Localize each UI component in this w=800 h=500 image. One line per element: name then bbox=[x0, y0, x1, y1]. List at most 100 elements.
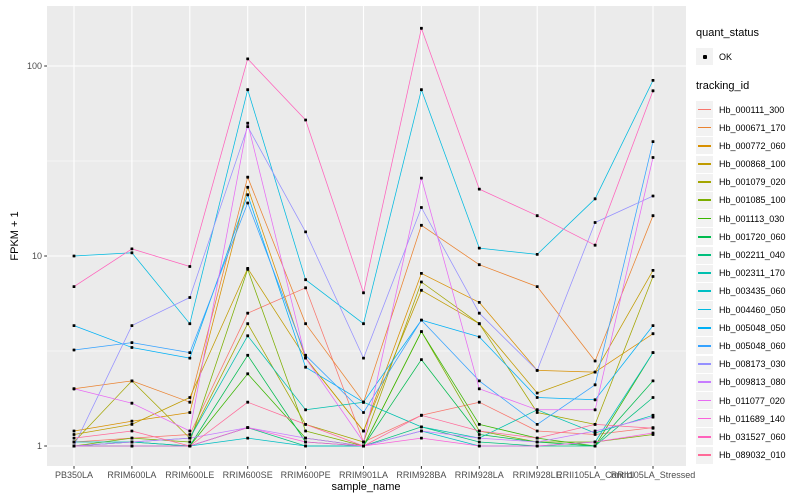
legend-item-tracking-id: Hb_004460_050 bbox=[696, 301, 786, 319]
legend-item-label: Hb_005048_060 bbox=[719, 340, 786, 351]
x-tick-label: RRII105LA_Control bbox=[556, 470, 635, 480]
x-tick-label: RRIM928LE bbox=[512, 470, 562, 480]
legend-item-label: Hb_001085_100 bbox=[719, 195, 786, 206]
y-tick-label: 1 bbox=[36, 440, 42, 451]
x-tick-label: PB350LA bbox=[54, 470, 94, 480]
point-marker-icon bbox=[702, 54, 707, 59]
legend-key-box bbox=[696, 410, 713, 428]
line-swatch-icon bbox=[698, 326, 711, 329]
line-swatch-icon bbox=[698, 108, 711, 111]
x-axis-title: sample_name bbox=[331, 481, 401, 493]
legend-item-tracking-id: Hb_005048_060 bbox=[696, 337, 786, 355]
line-swatch-icon bbox=[698, 417, 711, 420]
line-swatch-icon bbox=[698, 144, 711, 147]
legend-item-label: Hb_001113_030 bbox=[719, 213, 785, 224]
line-swatch-icon bbox=[698, 181, 711, 184]
legend-item-label: Hb_000772_060 bbox=[719, 140, 786, 151]
legend-item-tracking-id: Hb_008173_030 bbox=[696, 355, 786, 373]
legend-item-label: Hb_001720_060 bbox=[719, 231, 786, 242]
line-swatch-icon bbox=[698, 399, 711, 402]
legend-key-box bbox=[696, 282, 713, 300]
legend-item-tracking-id: Hb_003435_060 bbox=[696, 282, 786, 300]
y-tick-label: 100 bbox=[26, 60, 42, 71]
legend-key-box bbox=[696, 446, 713, 464]
x-tick-label: RRIM928BA bbox=[396, 470, 447, 480]
legend-item-label: Hb_031527_060 bbox=[719, 431, 786, 442]
legend-item-quant-status: OK bbox=[696, 48, 786, 65]
legend-tracking-id-items: Hb_000111_300 Hb_000671_170 Hb_000772_060 H… bbox=[696, 101, 786, 464]
line-swatch-icon bbox=[698, 308, 711, 311]
legend-key-box bbox=[696, 337, 713, 355]
legend-item-tracking-id: Hb_001113_030 bbox=[696, 210, 786, 228]
x-tick-label: RRIM600PE bbox=[280, 470, 331, 480]
line-swatch-icon bbox=[698, 435, 711, 438]
legend-item-label: Hb_008173_030 bbox=[719, 359, 786, 370]
legend-key-box bbox=[696, 210, 713, 228]
line-swatch-icon bbox=[698, 344, 711, 347]
legend-title-tracking-id: tracking_id bbox=[696, 80, 750, 92]
legend-key-box bbox=[696, 137, 713, 155]
line-swatch-icon bbox=[698, 454, 711, 456]
legend-key-box bbox=[696, 173, 713, 191]
legend-item-tracking-id: Hb_000671_170 bbox=[696, 119, 786, 137]
legend-title-quant-status: quant_status bbox=[696, 27, 759, 39]
legend-item-label: Hb_004460_050 bbox=[719, 304, 786, 315]
legend-item-label: Hb_000671_170 bbox=[719, 122, 786, 133]
legend-item-label: Hb_011689_140 bbox=[719, 413, 785, 424]
x-tick-label: RRIM600SE bbox=[222, 470, 273, 480]
x-tick-label: RRIM901LA bbox=[338, 470, 389, 480]
legend-key-box bbox=[696, 373, 713, 391]
legend-key-box bbox=[696, 246, 713, 264]
y-tick-label: 10 bbox=[31, 250, 42, 261]
line-swatch-icon bbox=[698, 163, 711, 165]
legend-key-box bbox=[696, 392, 713, 409]
legend-key-box bbox=[696, 301, 713, 319]
legend-item-tracking-id: Hb_005048_050 bbox=[696, 319, 786, 337]
x-tick-label: RRII105LA_Stressed bbox=[610, 470, 696, 480]
line-swatch-icon bbox=[698, 363, 711, 365]
legend-key-box bbox=[696, 264, 713, 282]
legend-item-label: Hb_009813_080 bbox=[719, 377, 786, 388]
legend-quant-status-items: OK bbox=[696, 48, 786, 65]
legend-item-label: Hb_003435_060 bbox=[719, 286, 786, 297]
x-tick-label: RRIM600LE bbox=[165, 470, 215, 480]
legend-item-tracking-id: Hb_002311_170 bbox=[696, 264, 786, 282]
legend-item-label: Hb_011077_020 bbox=[719, 395, 785, 406]
line-swatch-icon bbox=[698, 235, 711, 238]
legend-item-label: Hb_002311_170 bbox=[719, 268, 785, 279]
legend-item-label: Hb_002211_040 bbox=[719, 250, 785, 260]
legend-key-box bbox=[696, 48, 713, 65]
legend-item-tracking-id: Hb_009813_080 bbox=[696, 373, 786, 391]
legend-item-tracking-id: Hb_000111_300 bbox=[696, 101, 786, 118]
legend-item-tracking-id: Hb_002211_040 bbox=[696, 246, 786, 264]
legend-item-tracking-id: Hb_000868_100 bbox=[696, 155, 786, 173]
legend-key-box bbox=[696, 355, 713, 373]
legend-item-tracking-id: Hb_000772_060 bbox=[696, 137, 786, 155]
line-swatch-icon bbox=[698, 217, 711, 220]
legend-item-tracking-id: Hb_011689_140 bbox=[696, 410, 786, 428]
legend-key-box bbox=[696, 155, 713, 173]
line-swatch-icon bbox=[698, 254, 711, 256]
legend-key-box bbox=[696, 191, 713, 209]
line-swatch-icon bbox=[698, 272, 711, 274]
legend-item-label: OK bbox=[719, 51, 733, 62]
line-swatch-icon bbox=[698, 126, 711, 129]
legend-item-label: Hb_089032_010 bbox=[719, 450, 786, 461]
legend-item-label: Hb_000111_300 bbox=[719, 104, 785, 115]
legend-item-tracking-id: Hb_001079_020 bbox=[696, 173, 786, 191]
legend-item-tracking-id: Hb_089032_010 bbox=[696, 446, 786, 464]
legend-key-box bbox=[696, 428, 713, 446]
line-swatch-icon bbox=[698, 290, 711, 293]
legend-item-label: Hb_001079_020 bbox=[719, 177, 786, 188]
legend-item-tracking-id: Hb_001720_060 bbox=[696, 228, 786, 246]
legend-item-tracking-id: Hb_011077_020 bbox=[696, 392, 786, 409]
legend-key-box bbox=[696, 228, 713, 246]
x-tick-label: RRIM600LA bbox=[107, 470, 157, 480]
legend: quant_status OK tracking_id Hb_000111_30… bbox=[696, 27, 786, 465]
legend-item-tracking-id: Hb_031527_060 bbox=[696, 428, 786, 446]
line-swatch-icon bbox=[698, 381, 711, 384]
legend-item-label: Hb_005048_050 bbox=[719, 322, 786, 333]
x-tick-label: RRIM928LA bbox=[454, 470, 504, 480]
